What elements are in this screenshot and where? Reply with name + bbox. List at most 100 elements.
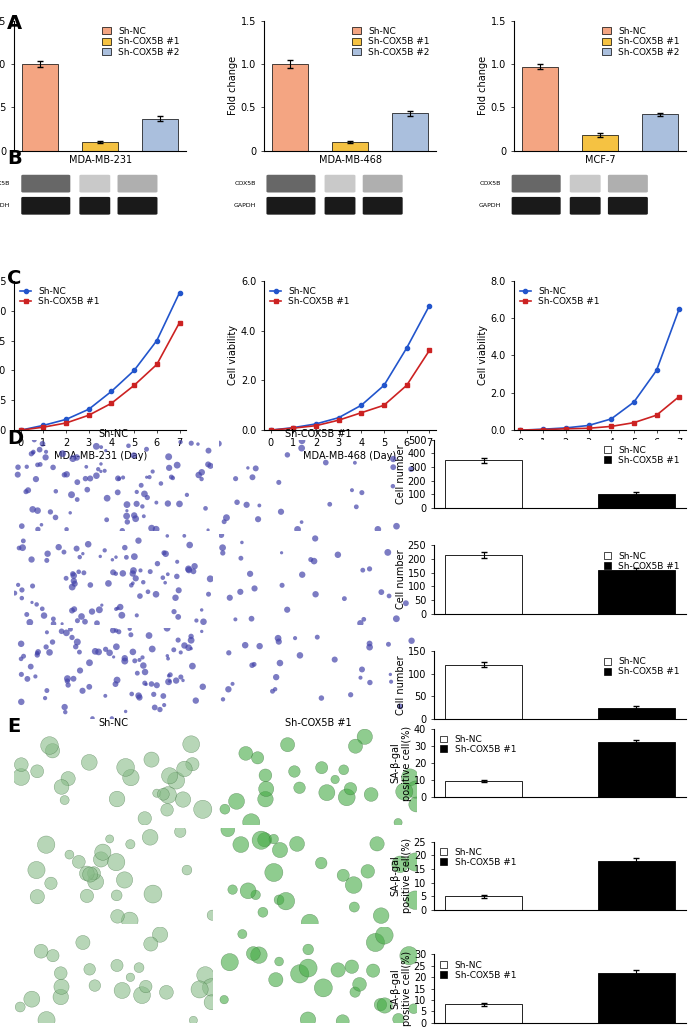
Point xyxy=(136,987,148,1003)
Point xyxy=(71,492,83,508)
Point xyxy=(36,516,47,533)
Point xyxy=(162,802,173,818)
Point xyxy=(99,542,111,559)
Point xyxy=(41,553,52,569)
Point xyxy=(271,669,282,686)
Point xyxy=(116,982,127,999)
Point xyxy=(164,460,175,476)
Point xyxy=(217,544,228,561)
Point xyxy=(171,773,182,789)
Point xyxy=(230,612,241,628)
Point xyxy=(190,692,202,709)
Point xyxy=(144,627,155,644)
Point xyxy=(110,676,121,692)
Point xyxy=(399,783,410,800)
Bar xyxy=(445,1004,522,1023)
Point xyxy=(294,966,305,982)
Point xyxy=(150,495,162,511)
Point xyxy=(310,586,321,602)
Point xyxy=(296,433,307,449)
Point xyxy=(289,763,300,780)
Sh-NC xyxy=(561,421,570,434)
X-axis label: MDA-MB-231 (Day): MDA-MB-231 (Day) xyxy=(53,450,147,461)
Point xyxy=(204,570,216,587)
Point xyxy=(388,450,399,467)
Point xyxy=(16,590,27,606)
Point xyxy=(119,653,130,669)
Point xyxy=(188,1012,199,1029)
X-axis label: MDA-MB-468 (Day): MDA-MB-468 (Day) xyxy=(303,450,397,461)
Point xyxy=(30,668,41,685)
Point xyxy=(364,635,375,652)
Point xyxy=(250,460,261,476)
Sh-COX5B #1 xyxy=(312,419,320,432)
Point xyxy=(26,445,37,462)
Point xyxy=(112,484,123,501)
Point xyxy=(125,969,136,985)
Point xyxy=(39,690,50,707)
Point xyxy=(196,623,207,639)
Point xyxy=(270,681,281,697)
Point xyxy=(92,461,104,477)
FancyBboxPatch shape xyxy=(512,175,561,192)
Point xyxy=(57,616,68,632)
Point xyxy=(32,647,43,663)
Legend: Sh-NC, Sh-COX5B #1: Sh-NC, Sh-COX5B #1 xyxy=(438,959,518,981)
Point xyxy=(12,466,23,482)
Y-axis label: Cell viability: Cell viability xyxy=(478,325,488,385)
Point xyxy=(77,934,88,950)
Point xyxy=(218,513,230,530)
Point xyxy=(246,611,257,627)
Point xyxy=(162,620,173,636)
Point xyxy=(232,494,243,510)
Point xyxy=(128,447,139,464)
Point xyxy=(80,459,92,475)
Point xyxy=(67,450,78,467)
Point xyxy=(227,676,238,692)
Point xyxy=(111,958,122,974)
Point xyxy=(86,603,97,620)
Point xyxy=(66,487,77,503)
Point xyxy=(125,770,136,786)
Point xyxy=(302,1011,314,1028)
Point xyxy=(338,761,349,778)
Point xyxy=(172,568,183,585)
Point xyxy=(15,769,27,785)
Bar xyxy=(142,119,178,151)
Bar xyxy=(598,972,675,1023)
Point xyxy=(200,500,211,516)
Point xyxy=(38,607,50,624)
Point xyxy=(221,509,232,526)
Point xyxy=(206,979,217,996)
Point xyxy=(203,586,214,602)
Sh-NC xyxy=(289,421,298,434)
Point xyxy=(58,543,69,560)
Point xyxy=(138,574,149,591)
Point xyxy=(50,483,62,500)
Point xyxy=(395,698,406,715)
FancyBboxPatch shape xyxy=(21,175,70,192)
Point xyxy=(146,640,158,657)
Point xyxy=(126,577,137,594)
Text: Sh-COX5B
#1: Sh-COX5B #1 xyxy=(81,291,108,318)
Point xyxy=(102,490,113,506)
Title: Sh-COX5B #1: Sh-COX5B #1 xyxy=(285,429,351,439)
Sh-COX5B #1 xyxy=(335,414,343,427)
Point xyxy=(92,615,103,631)
Point xyxy=(96,597,107,614)
Bar xyxy=(445,461,522,508)
Point xyxy=(291,836,302,852)
Point xyxy=(359,728,370,745)
Point xyxy=(32,645,43,661)
Point xyxy=(178,637,190,654)
Line: Sh-NC: Sh-NC xyxy=(269,304,431,432)
Point xyxy=(84,655,95,671)
Point xyxy=(128,562,139,578)
Point xyxy=(356,484,368,501)
Point xyxy=(386,674,397,690)
Point xyxy=(223,645,235,661)
Point xyxy=(197,801,209,817)
Point xyxy=(260,768,271,784)
Point xyxy=(68,670,79,687)
Point xyxy=(258,904,269,920)
